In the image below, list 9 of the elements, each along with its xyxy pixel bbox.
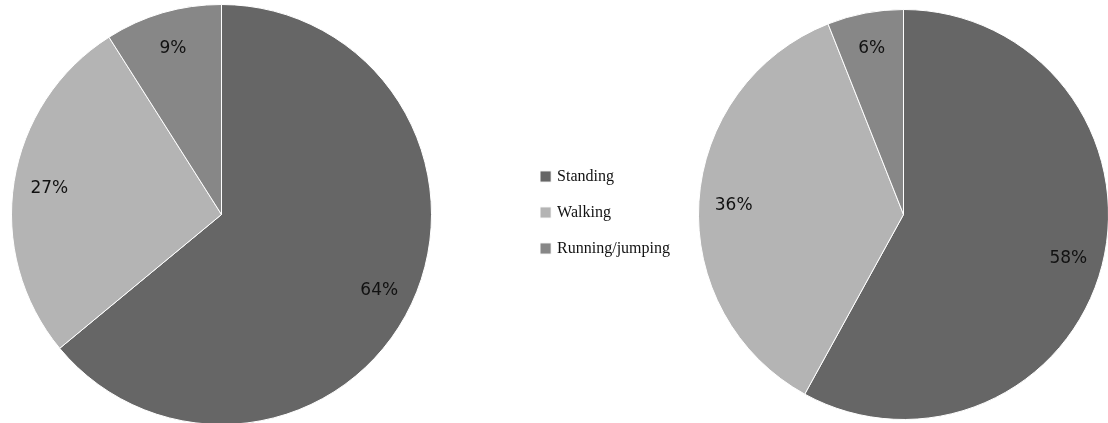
legend-label: Running/jumping — [557, 238, 670, 257]
data-label: 36% — [714, 193, 753, 214]
data-label: 58% — [1049, 246, 1088, 267]
data-label: 6% — [858, 37, 886, 58]
data-label: 64% — [360, 278, 399, 299]
data-label: 27% — [30, 177, 69, 198]
data-label: 9% — [159, 37, 187, 58]
legend-label: Walking — [557, 202, 611, 221]
legend-label: Standing — [557, 166, 614, 185]
